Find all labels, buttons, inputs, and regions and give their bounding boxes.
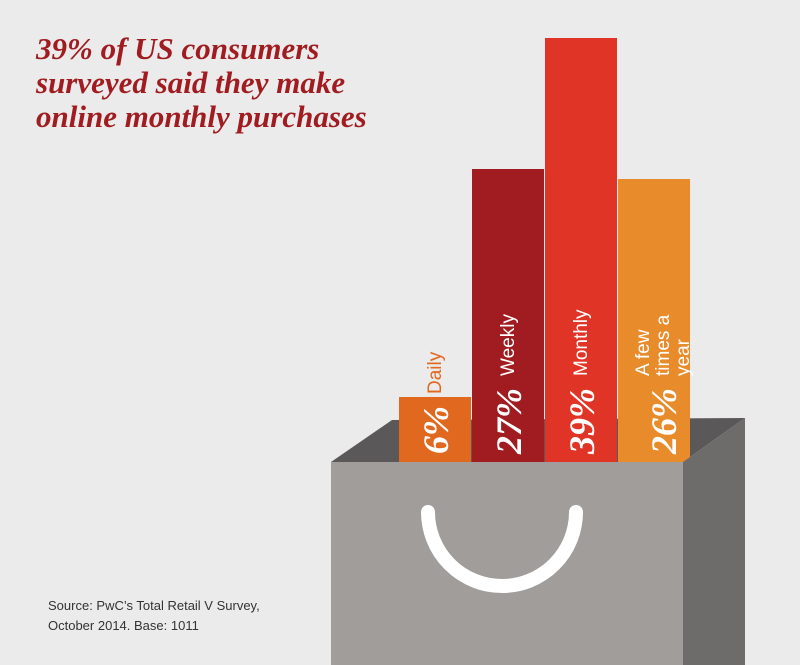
title: 39% of US consumers surveyed said they m… <box>36 31 367 134</box>
source-line: October 2014. Base: 1011 <box>48 618 199 633</box>
bag-front-face <box>331 462 683 665</box>
source-line: Source: PwC’s Total Retail V Survey, <box>48 598 260 613</box>
bar <box>472 168 544 462</box>
bag-side <box>683 418 745 665</box>
bar <box>618 179 690 462</box>
bar <box>545 38 617 462</box>
source: Source: PwC’s Total Retail V Survey, Oct… <box>48 596 260 636</box>
bar <box>399 396 471 462</box>
bag-handle <box>421 505 583 593</box>
